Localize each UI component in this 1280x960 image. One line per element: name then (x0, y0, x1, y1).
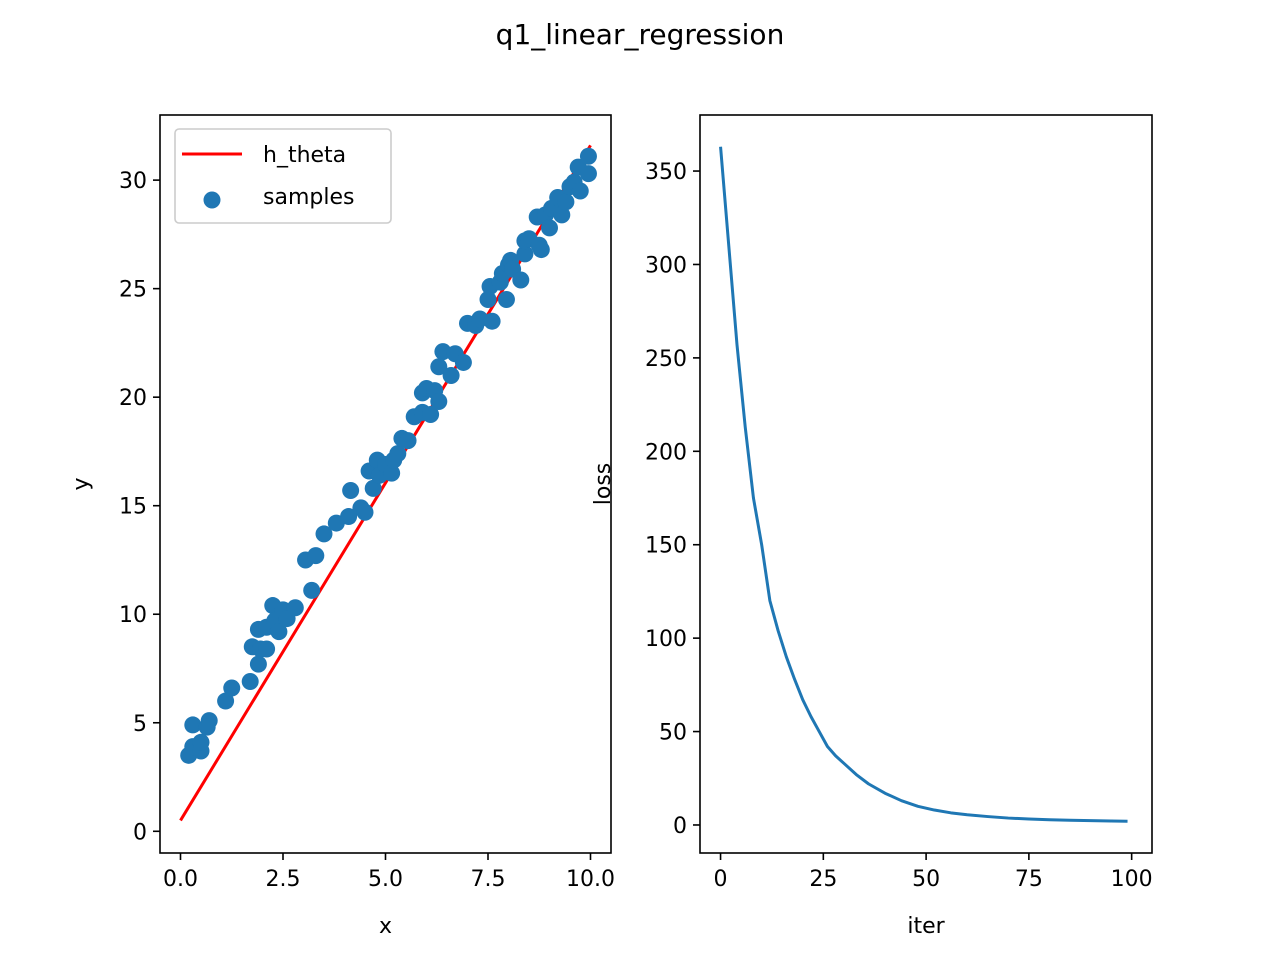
x-tick-label: 2.5 (266, 867, 301, 892)
scatter-point (516, 245, 534, 263)
scatter-point (553, 206, 571, 224)
scatter-point (483, 312, 501, 330)
scatter-point (541, 219, 558, 237)
scatter-point (422, 406, 440, 424)
right-axes-loss-plot: 0 25 50 75 100 0 50 100 150 200 250 300 350 iter loss (591, 114, 1153, 939)
loss-series-line (719, 146, 1128, 823)
scatter-point (303, 581, 321, 599)
scatter-point (270, 623, 288, 641)
scatter-point (479, 291, 497, 308)
left-axes-scatter-plot: 0.0 2.5 5.0 7.5 10.0 0 5 10 15 20 25 30 x y h_thetasam… (69, 114, 615, 939)
scatter-point (258, 640, 276, 658)
y-tick-label: 25 (119, 278, 147, 303)
y-tick-label: 10 (119, 603, 147, 628)
scatter-point (356, 503, 374, 521)
y-tick-label: 0 (133, 820, 147, 845)
y-tick-label: 300 (645, 253, 687, 278)
scatter-point (571, 182, 589, 200)
scatter-point (184, 716, 202, 734)
y-tick-label: 250 (645, 347, 687, 372)
x-tick-label: 0 (714, 867, 728, 892)
y-tick-label: 150 (645, 534, 687, 559)
y-tick-label: 200 (645, 440, 687, 465)
scatter-point (389, 445, 407, 463)
scatter-point (249, 655, 267, 673)
scatter-point (532, 241, 550, 259)
scatter-point (430, 358, 448, 376)
y-tick-label: 15 (119, 495, 147, 520)
scatter-point (512, 271, 530, 289)
x-tick-label: 5.0 (368, 867, 403, 892)
scatter-point (340, 508, 358, 526)
y-tick-label: 20 (119, 386, 147, 411)
y-tick-label: 350 (645, 160, 687, 185)
scatter-point (454, 353, 472, 371)
y-tick-label: 30 (119, 169, 147, 194)
x-tick-label: 10.0 (566, 867, 615, 892)
scatter-point (223, 679, 241, 697)
y-tick-label: 50 (659, 721, 687, 746)
scatter-point (579, 147, 597, 165)
y-tick-label: 0 (673, 814, 687, 839)
right-y-axis-label: loss (591, 463, 616, 506)
legend-label: h_theta (263, 143, 346, 168)
scatter-point (342, 482, 360, 500)
y-tick-label: 5 (133, 712, 147, 737)
x-tick-label: 25 (809, 867, 837, 892)
scatter-point (286, 599, 304, 617)
scatter-point (217, 692, 235, 710)
scatter-point (315, 525, 333, 543)
x-tick-label: 7.5 (471, 867, 506, 892)
legend-label: samples (263, 185, 354, 210)
scatter-point (241, 673, 259, 691)
x-tick-label: 100 (1111, 867, 1153, 892)
scatter-point (364, 479, 382, 497)
scatter-point (399, 432, 417, 450)
legend-marker-samples (203, 191, 221, 209)
scatter-point (430, 393, 448, 411)
left-x-axis-label: x (379, 914, 392, 939)
scatter-point (192, 733, 210, 751)
scatter-point (383, 464, 401, 482)
y-tick-label: 100 (645, 627, 687, 652)
right-x-axis-label: iter (907, 914, 945, 939)
x-tick-label: 0.0 (163, 867, 198, 892)
left-y-axis-label: y (69, 477, 94, 490)
x-tick-label: 75 (1015, 867, 1043, 892)
x-tick-label: 50 (912, 867, 940, 892)
scatter-point (307, 547, 325, 565)
scatter-point (497, 291, 515, 308)
scatter-point (579, 165, 597, 183)
figure-title: q1_linear_regression (496, 18, 785, 51)
scatter-point (557, 193, 575, 211)
scatter-point (198, 718, 216, 736)
scatter-point (442, 366, 460, 384)
